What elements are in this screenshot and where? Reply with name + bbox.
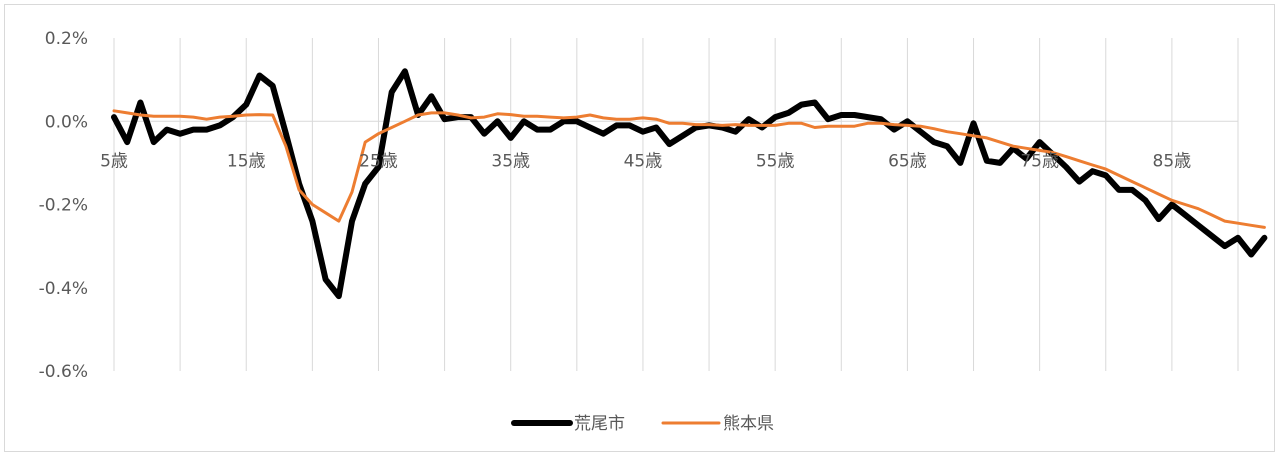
y-tick-label: -0.6%: [39, 362, 88, 382]
y-tick-label: -0.4%: [39, 279, 88, 299]
x-tick-label: 75歳: [1020, 151, 1059, 171]
y-tick-label: 0.2%: [45, 29, 88, 49]
x-tick-label: 45歳: [624, 151, 663, 171]
y-tick-label: 0.0%: [45, 112, 88, 132]
y-axis-tick-labels: 0.2% 0.0% -0.2% -0.4% -0.6%: [39, 29, 88, 382]
legend-label: 荒尾市: [574, 414, 625, 434]
x-tick-label: 35歳: [491, 151, 530, 171]
x-tick-label: 65歳: [888, 151, 927, 171]
x-tick-label: 55歳: [756, 151, 795, 171]
x-tick-label: 85歳: [1153, 151, 1192, 171]
series-lines: [111, 68, 1268, 300]
legend: 荒尾市 熊本県: [511, 414, 774, 434]
x-tick-label: 25歳: [359, 151, 398, 171]
gridlines: [113, 38, 1239, 371]
y-tick-label: -0.2%: [39, 196, 88, 216]
series-line-1: [112, 109, 1266, 229]
chart-frame: [4, 4, 1275, 452]
x-tick-label: 5歳: [100, 151, 128, 171]
legend-label: 熊本県: [723, 414, 774, 434]
x-axis-tick-labels: 5歳 15歳 25歳 35歳 45歳 55歳 65歳 75歳 85歳: [100, 151, 1191, 171]
series-line-0: [111, 68, 1268, 300]
x-tick-label: 15歳: [227, 151, 266, 171]
